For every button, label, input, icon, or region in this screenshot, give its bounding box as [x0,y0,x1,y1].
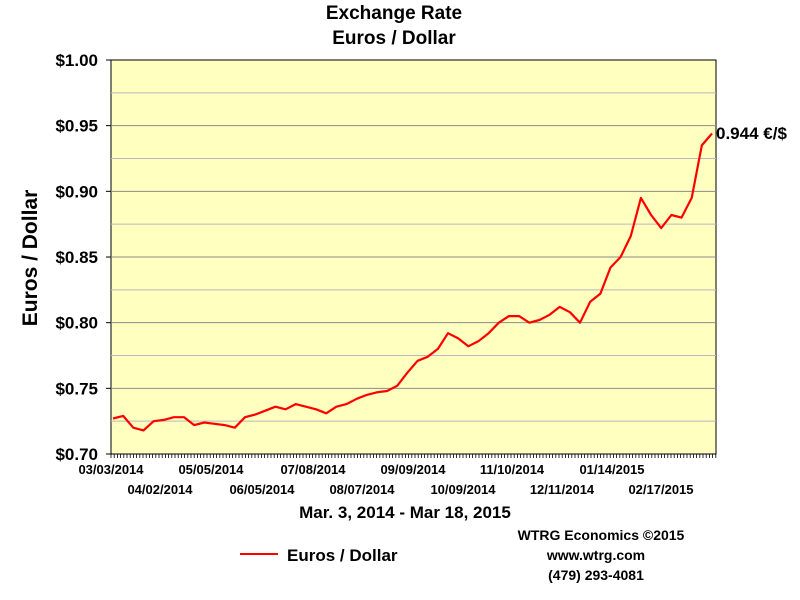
y-tick-label: $0.75 [55,379,98,398]
x-tick-label: 09/09/2014 [380,462,446,477]
y-tick-label: $0.85 [55,248,98,267]
x-tick-label: 02/17/2015 [628,482,693,497]
chart-title: Exchange Rate [326,3,462,24]
y-tick-label: $0.95 [55,117,98,136]
series-line [112,132,713,432]
x-axis-label: Mar. 3, 2014 - Mar 18, 2015 [299,503,511,522]
chart-subtitle: Euros / Dollar [332,28,456,49]
x-tick-label: 08/07/2014 [329,482,395,497]
x-tick-label: 05/05/2014 [178,462,244,477]
x-axis-ticks: 03/03/2014 04/02/2014 05/05/2014 06/05/2014… [78,454,717,497]
series-lines [112,132,713,432]
x-tick-label: 12/11/2014 [530,482,595,497]
y-tick-label: $0.90 [55,182,98,201]
credit-website: www.wtrg.com [546,547,646,563]
x-tick-label: 04/02/2014 [127,482,193,497]
x-tick-label: 03/03/2014 [78,462,144,477]
y-tick-label: $0.70 [55,445,98,464]
x-tick-label: 10/09/2014 [430,482,496,497]
y-tick-label: $0.80 [55,314,98,333]
end-value-label: 0.944 €/$ [716,124,787,143]
x-tick-label: 06/05/2014 [229,482,295,497]
y-axis-label: Euros / Dollar [19,190,42,327]
credit-phone: (479) 293-4081 [548,567,644,583]
x-tick-label: 07/08/2014 [280,462,346,477]
x-tick-label: 11/10/2014 [480,462,545,477]
legend-label: Euros / Dollar [287,546,398,565]
y-axis-ticks: $0.70 $0.75 $0.80 $0.85 $0.90 $0.95 $1.00 [55,51,111,464]
grid-lines [111,92,716,422]
credit-company: WTRG Economics ©2015 [517,527,685,543]
x-tick-label: 01/14/2015 [579,462,644,477]
legend: Euros / Dollar [240,546,398,565]
y-tick-label: $1.00 [55,51,98,70]
